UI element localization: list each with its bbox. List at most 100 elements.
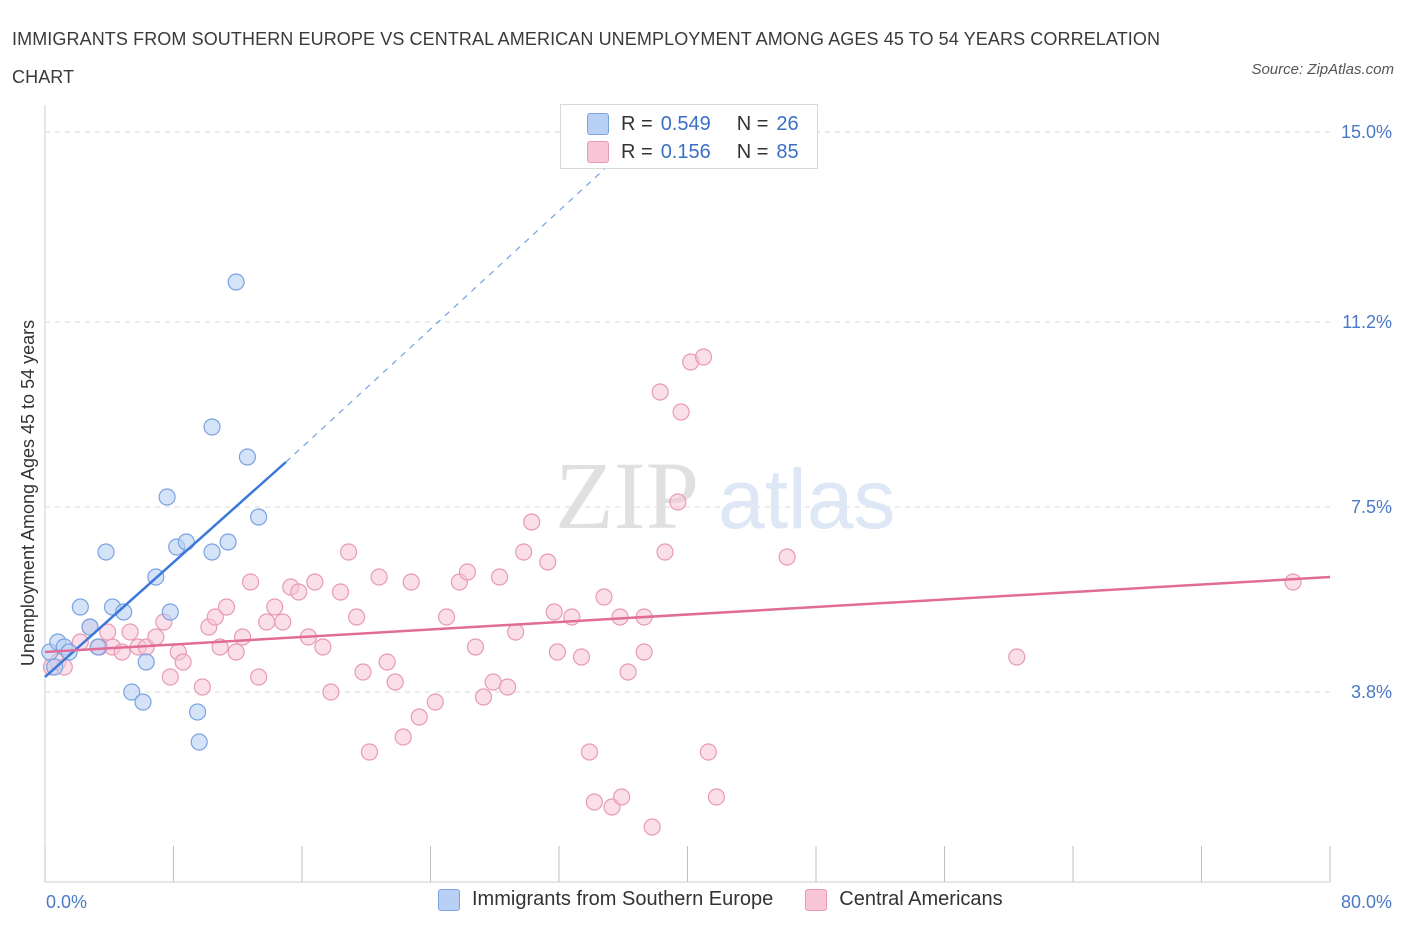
southern-europe-point [115,603,133,621]
central-americans-point [635,643,653,661]
stats-legend-row-blue: R = 0.549 N = 26 [587,111,799,137]
central-americans-point [669,493,687,511]
central-americans-point [643,818,661,836]
central-americans-point [484,673,502,691]
southern-europe-point [81,618,99,636]
central-americans-point [193,678,212,696]
central-americans-point [1284,573,1302,591]
central-americans-point [548,643,566,661]
x-tick-label: 80.0% [1341,892,1392,912]
southern-europe-point [161,603,179,621]
central-americans-point [410,708,428,726]
southern-europe-point [227,273,245,291]
central-americans-point [466,638,485,656]
central-americans-point [585,793,603,811]
southern-europe-points [41,273,268,751]
southern-europe-point [238,448,256,466]
central-americans-point [656,543,674,561]
southern-europe-trend-extension [285,136,640,463]
stats-legend: R = 0.549 N = 26 R = 0.156 N = 85 [560,104,818,169]
central-americans-point [174,653,192,671]
central-americans-point [266,598,284,616]
legend-item-central-americans[interactable]: Central Americans [805,888,1003,911]
southern-europe-point [123,683,141,701]
central-americans-point [290,583,308,601]
central-americans-point [258,613,276,631]
central-americans-point [523,513,541,531]
pink-swatch [805,888,828,911]
southern-europe-point [97,543,115,561]
southern-europe-point [188,703,207,721]
southern-europe-trend-line [44,461,287,678]
central-americans-point [499,678,517,696]
central-americans-point [370,568,388,586]
central-americans-point [402,573,420,591]
y-axis-label: Unemployment Among Ages 45 to 54 years [18,320,38,666]
legend-item-southern-europe[interactable]: Immigrants from Southern Europe [438,888,773,911]
central-americans-point [354,663,372,681]
n-value: 85 [776,140,799,163]
central-americans-point [651,383,669,401]
r-value: 0.549 [660,112,711,135]
y-tick-label: 15.0% [1341,122,1392,142]
central-americans-point [147,628,165,646]
central-americans-point [360,743,379,761]
central-americans-point [458,563,477,581]
central-americans-point [707,788,726,806]
central-americans-point [217,598,236,616]
southern-europe-point [158,488,176,506]
central-americans-point [314,638,332,656]
central-americans-point [778,548,796,566]
axes [44,105,1331,883]
central-americans-points [42,348,1302,836]
r-value: 0.156 [660,140,711,163]
watermark: ZIP atlas [555,442,895,549]
blue-swatch [438,888,460,911]
central-americans-point [161,668,179,686]
central-americans-point [1008,648,1026,666]
central-americans-point [250,668,268,686]
central-americans-point [572,648,591,666]
central-americans-point [672,403,690,421]
r-label: R = [621,140,653,163]
pink-swatch [587,141,609,163]
southern-europe-point [190,733,208,751]
trend-lines [44,136,1331,678]
series-legend: Immigrants from Southern Europe Central … [438,888,1035,911]
tick-labels: 3.8% 7.5% 11.2% 15.0% 0.0% 80.0% [46,122,1392,912]
central-americans-point [613,788,631,806]
stats-legend-row-pink: R = 0.156 N = 85 [587,139,799,165]
southern-europe-point [219,533,237,551]
central-americans-point [539,553,557,571]
y-tick-label: 3.8% [1351,682,1392,702]
central-americans-point [274,613,292,631]
central-americans-point [348,608,366,626]
y-tick-label: 11.2% [1342,312,1392,332]
central-americans-point [595,588,613,606]
central-americans-point [507,623,525,641]
central-americans-point [699,743,717,761]
central-americans-point [242,573,260,591]
central-americans-point [331,583,350,601]
southern-europe-point [203,418,221,436]
southern-europe-point [177,533,195,551]
central-americans-point [227,643,245,661]
central-americans-point [694,348,713,366]
central-americans-point [515,543,533,561]
chart-title: IMMIGRANTS FROM SOUTHERN EUROPE VS CENTR… [12,29,1161,87]
watermark-atlas: atlas [718,452,895,546]
central-americans-point [437,608,456,626]
central-americans-point [386,673,404,691]
central-americans-point [394,728,412,746]
y-tick-label: 7.5% [1351,497,1392,517]
southern-europe-point [203,543,221,561]
n-label: N = [736,112,769,135]
central-americans-point [545,603,563,621]
central-americans-point [580,743,599,761]
southern-europe-point [71,598,89,616]
blue-swatch [587,113,609,135]
n-value: 26 [776,112,799,135]
central-americans-point [474,688,493,706]
central-americans-point [426,693,444,711]
